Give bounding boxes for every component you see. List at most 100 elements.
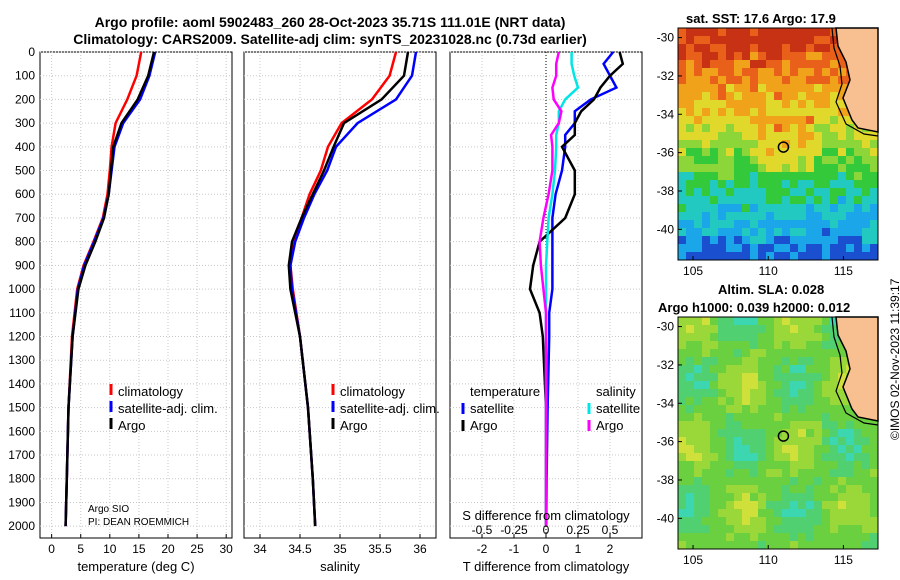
sla-map-cell	[686, 413, 694, 421]
sst-map-cell	[846, 244, 854, 252]
sst-map-cell	[854, 188, 862, 196]
y-tick-label: 1500	[8, 401, 35, 415]
sst-map-cell	[758, 212, 766, 220]
sst-map-cell	[870, 180, 878, 188]
sla-map-cell	[758, 365, 766, 373]
sla-map-cell	[678, 389, 686, 397]
sst-map-cell	[814, 148, 822, 156]
sst-map-cell	[838, 236, 846, 244]
sla-map-cell	[822, 501, 830, 509]
sst-map-cell	[782, 252, 790, 260]
sst-map-cell	[822, 180, 830, 188]
sst-map-cell	[830, 172, 838, 180]
x-tick-label: 5	[77, 542, 84, 556]
sst-map-cell	[846, 180, 854, 188]
sla-map-cell	[830, 469, 838, 477]
sla-map-cell	[814, 357, 822, 365]
sla-map-cell	[742, 469, 750, 477]
sla-map-cell	[734, 533, 742, 541]
sla-map-cell	[806, 445, 814, 453]
sla-map-cell	[822, 317, 830, 325]
sla-map-cell	[798, 413, 806, 421]
sla-map-cell	[750, 397, 758, 405]
sst-map-cell	[750, 116, 758, 124]
sla-map-cell	[806, 541, 814, 549]
sla-map-cell	[766, 533, 774, 541]
sst-map-cell	[758, 140, 766, 148]
sst-map-cell	[758, 188, 766, 196]
sst-map-cell	[718, 148, 726, 156]
sla-map-cell	[726, 325, 734, 333]
sst-map-cell	[822, 204, 830, 212]
sla-map-cell	[806, 413, 814, 421]
sla-map-cell	[830, 501, 838, 509]
sla-map-cell	[838, 445, 846, 453]
sst-map-cell	[838, 244, 846, 252]
sst-map-cell	[726, 36, 734, 44]
sla-map-cell	[838, 509, 846, 517]
sla-map-cell	[806, 501, 814, 509]
sla-map-cell	[734, 333, 742, 341]
sst-map-cell	[742, 36, 750, 44]
sst-map-cell	[710, 84, 718, 92]
sst-map-cell	[806, 132, 814, 140]
sla-map-cell	[862, 421, 870, 429]
sla-map-cell	[766, 317, 774, 325]
sla-map-cell	[774, 533, 782, 541]
sst-map-cell	[774, 140, 782, 148]
sla-map-cell	[782, 509, 790, 517]
sst-map-cell	[790, 108, 798, 116]
sst-map-cell	[806, 116, 814, 124]
sst-map-cell	[758, 44, 766, 52]
sla-map-cell	[798, 429, 806, 437]
coast-line	[831, 316, 879, 426]
sla-map-cell	[742, 501, 750, 509]
sst-map-cell	[758, 164, 766, 172]
sst-map-cell	[822, 92, 830, 100]
sst-map-cell	[782, 244, 790, 252]
sst-map-cell	[862, 132, 870, 140]
sla-map-cell	[830, 397, 838, 405]
sla-map-cell	[830, 517, 838, 525]
sst-map-cell	[870, 148, 878, 156]
sst-map-cell	[718, 60, 726, 68]
sst-map-cell	[766, 116, 774, 124]
sst-map-cell	[758, 220, 766, 228]
sst-map-cell	[766, 188, 774, 196]
sst-map-cell	[774, 236, 782, 244]
x-tick-label: 0	[48, 542, 55, 556]
sst-map-cell	[750, 132, 758, 140]
sst-map-cell	[702, 196, 710, 204]
sla-map-cell	[790, 373, 798, 381]
sst-map-cell	[822, 84, 830, 92]
sla-map-cell	[790, 509, 798, 517]
sst-map-cell	[734, 236, 742, 244]
sla-map-cell	[750, 533, 758, 541]
sst-map-cell	[734, 36, 742, 44]
sst-map-cell	[742, 236, 750, 244]
sla-map-cell	[822, 525, 830, 533]
sst-map-cell	[710, 52, 718, 60]
sla-map-cell	[790, 429, 798, 437]
sla-map-cell	[782, 333, 790, 341]
sst-map-cell	[806, 172, 814, 180]
sla-map-cell	[686, 381, 694, 389]
sst-map-cell	[790, 164, 798, 172]
sla-map-cell	[742, 429, 750, 437]
sla-map-cell	[774, 357, 782, 365]
sst-map-cell	[734, 52, 742, 60]
sst-map-cell	[694, 60, 702, 68]
sst-map-cell	[782, 236, 790, 244]
sst-map-cell	[694, 228, 702, 236]
sst-map-cell	[830, 156, 838, 164]
sst-map-cell	[758, 252, 766, 260]
sst-map-cell	[822, 148, 830, 156]
sst-map-cell	[830, 28, 838, 36]
sst-map-cell	[718, 220, 726, 228]
sst-map-cell	[734, 60, 742, 68]
sla-map-cell	[758, 397, 766, 405]
sla-map-cell	[702, 397, 710, 405]
sst-map-cell	[726, 60, 734, 68]
sla-map-cell	[758, 357, 766, 365]
sst-map-cell	[790, 100, 798, 108]
